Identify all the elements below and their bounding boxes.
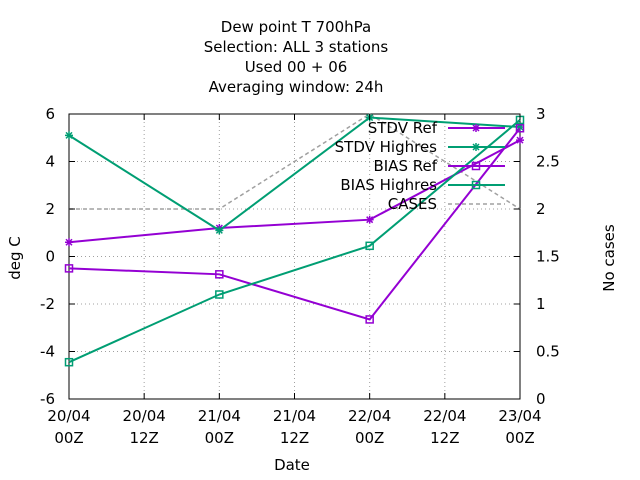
- series-line-cases: [69, 113, 521, 210]
- marker-stroke: [215, 226, 223, 234]
- x-tick-label: 23/04: [498, 407, 541, 425]
- square-marker: [215, 290, 224, 299]
- marker-stroke: [516, 136, 524, 144]
- x-tick-label: 21/04: [273, 407, 316, 425]
- title-line: Averaging window: 24h: [209, 78, 384, 96]
- title-line: Selection: ALL 3 stations: [204, 38, 389, 56]
- y2-tick-label: 2: [536, 200, 546, 218]
- x-tick-label: 00Z: [205, 429, 234, 447]
- y2-tick-label: 0.5: [536, 343, 560, 361]
- x-tick-label: 20/04: [123, 407, 166, 425]
- x-tick-label: 00Z: [54, 429, 83, 447]
- y2-tick-label: 3: [536, 105, 546, 123]
- series-line-stdv-ref: [68, 139, 521, 244]
- y-tick-label: -2: [40, 295, 55, 313]
- grid: [69, 114, 520, 399]
- star-marker: [215, 226, 224, 235]
- series-line-stdv-highres: [68, 116, 521, 232]
- star-marker: [65, 238, 73, 247]
- star-marker: [365, 215, 374, 224]
- y-tick-label: -4: [40, 343, 55, 361]
- square-marker: [471, 161, 481, 171]
- star-marker: [516, 136, 524, 145]
- x-tick-label: 22/04: [423, 407, 466, 425]
- marker-stroke: [65, 238, 73, 246]
- square-marker: [365, 315, 374, 324]
- star-marker: [65, 131, 73, 140]
- marker-stroke: [472, 143, 480, 151]
- y-axis-label: deg C: [6, 236, 24, 280]
- series: [64, 113, 525, 367]
- square-marker: [215, 270, 224, 279]
- legend-label: BIAS Ref: [373, 157, 437, 175]
- square-marker: [471, 180, 481, 190]
- marker-stroke: [65, 131, 73, 139]
- series-line-bias-ref: [68, 127, 521, 321]
- x-tick-label: 21/04: [198, 407, 241, 425]
- title-line: Dew point T 700hPa: [221, 18, 371, 36]
- y-tick-label: 2: [45, 200, 55, 218]
- y-tick-label: 0: [45, 248, 55, 266]
- square-marker: [64, 357, 74, 367]
- axes: 20/04 00Z 20/04 12Z 21/04 00Z 21/04 12Z 22/04 00Z…: [40, 105, 560, 447]
- square-marker: [515, 124, 525, 133]
- legend-label: STDV Ref: [368, 119, 438, 137]
- y2-tick-label: 1: [536, 295, 546, 313]
- chart-title: Dew point T 700hPa Selection: ALL 3 stati…: [204, 18, 389, 96]
- legend-label: BIAS Highres: [340, 176, 437, 194]
- star-marker: [472, 124, 480, 132]
- legend-label: STDV Highres: [335, 138, 438, 156]
- y-tick-label: 6: [45, 105, 55, 123]
- x-tick-label: 00Z: [505, 429, 534, 447]
- x-tick-label: 12Z: [280, 429, 309, 447]
- y2-tick-label: 0: [536, 390, 546, 408]
- series-line-bias-highres: [68, 119, 521, 364]
- marker-stroke: [472, 124, 480, 132]
- y2-tick-label: 2.5: [536, 153, 560, 171]
- y-tick-label: 4: [45, 153, 55, 171]
- marker-stroke: [366, 216, 374, 224]
- legend-label: CASES: [388, 195, 437, 213]
- x-axis-label: Date: [274, 456, 310, 474]
- square-marker: [64, 264, 74, 273]
- star-marker: [472, 143, 480, 151]
- x-tick-label: 00Z: [355, 429, 384, 447]
- x-tick-label: 20/04: [47, 407, 90, 425]
- y2-tick-label: 1.5: [536, 248, 560, 266]
- square-marker: [365, 241, 374, 251]
- x-tick-label: 22/04: [348, 407, 391, 425]
- y2-axis-label: No cases: [600, 224, 618, 292]
- plot-border: [68, 113, 521, 400]
- x-tick-label: 12Z: [430, 429, 459, 447]
- title-line: Used 00 + 06: [245, 58, 348, 76]
- x-tick-label: 12Z: [129, 429, 158, 447]
- y-tick-label: -6: [40, 390, 55, 408]
- plot-area: [68, 113, 521, 400]
